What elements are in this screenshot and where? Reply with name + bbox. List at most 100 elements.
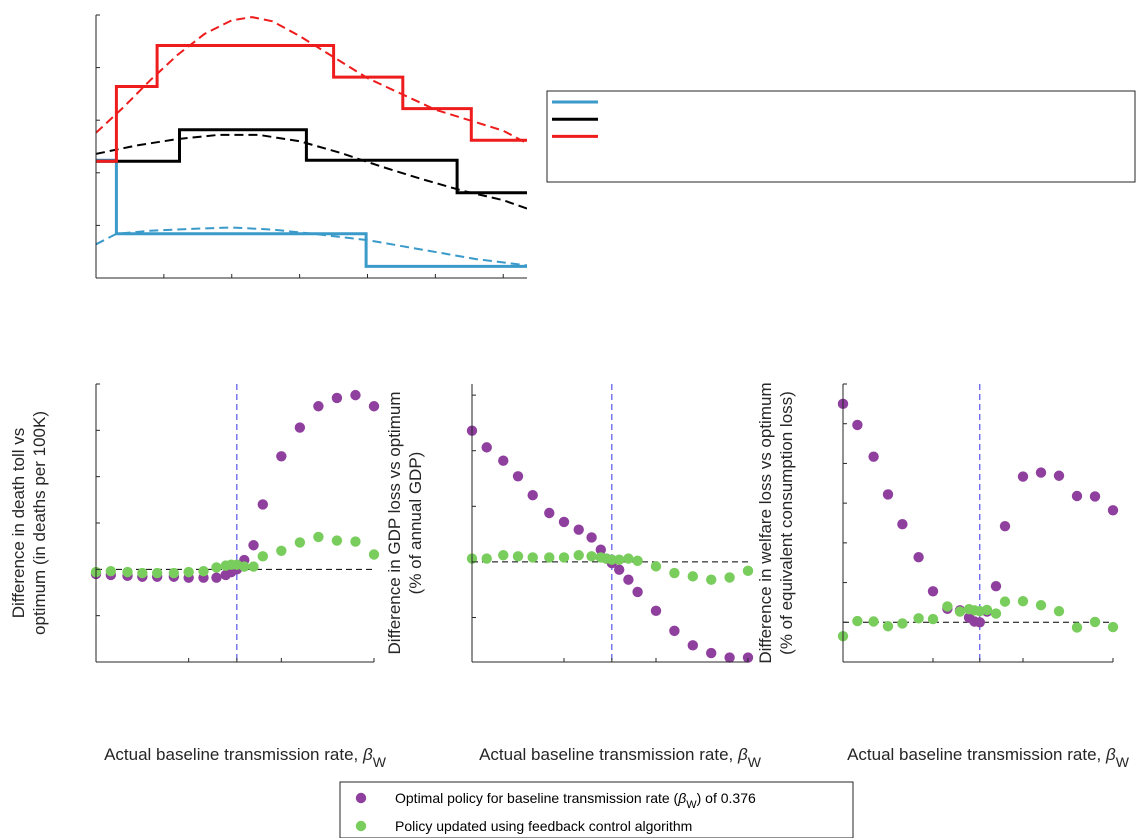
panel-c-point-series-1 xyxy=(558,552,570,563)
panel-b-point-series-1 xyxy=(313,531,324,543)
panel-d-point-series-0 xyxy=(1017,471,1029,482)
y-axis-label-line: (% of annual GDP) xyxy=(406,452,425,595)
panel-b-point-series-1 xyxy=(257,551,268,562)
panel-b-point-series-1 xyxy=(331,535,343,546)
panel-d-point-series-1 xyxy=(1035,600,1047,611)
panel-d-point-series-0 xyxy=(927,586,939,597)
panel-a xyxy=(95,14,527,279)
panel-b-point-series-1 xyxy=(248,561,259,572)
panel-d-point-series-0 xyxy=(897,518,908,530)
y-axis-label-line: Difference in death toll vs xyxy=(9,428,28,619)
panel-b-point-series-1 xyxy=(122,566,133,578)
panel-d-point-series-1 xyxy=(1017,596,1029,607)
beta-symbol: β xyxy=(677,790,686,806)
panel-c-point-series-1 xyxy=(687,571,698,582)
y-axis-label-line: (% of equivalent consumption loss) xyxy=(777,391,796,655)
bottom-legend-entry-0: Optimal policy for baseline transmission… xyxy=(395,790,756,811)
panel-c-point-series-1 xyxy=(632,555,643,567)
bottom-legend-marker-0 xyxy=(355,792,367,804)
panel-d-point-series-0 xyxy=(1107,505,1119,516)
y-axis-label-line: Difference in welfare loss vs optimum xyxy=(756,382,775,663)
panel-d-point-series-0 xyxy=(1071,490,1083,502)
panel-c-point-series-0 xyxy=(527,490,538,501)
bottom-legend-suffix: ) of 0.376 xyxy=(697,790,756,806)
panel-d-point-series-0 xyxy=(1053,470,1065,481)
panel-d-point-series-0 xyxy=(999,520,1011,532)
panel-d-point-series-0 xyxy=(852,419,863,431)
panel-c: Difference in GDP loss vs optimum (% of a… xyxy=(385,384,762,770)
panel-c-point-series-1 xyxy=(650,561,662,572)
beta-subscript: W xyxy=(686,799,697,811)
panel-d-point-series-1 xyxy=(913,613,924,624)
panel-c-point-series-0 xyxy=(614,564,625,575)
panel-d-point-series-1 xyxy=(981,604,993,616)
panel-c-point-series-0 xyxy=(558,516,570,528)
panel-d: Difference in welfare loss vs optimum (% … xyxy=(756,382,1130,770)
panel-d-point-series-1 xyxy=(1053,605,1065,617)
bottom-legend-text: Optimal policy for baseline transmission… xyxy=(395,790,679,806)
panel-c-point-series-0 xyxy=(595,544,606,555)
bottom-legend-box xyxy=(339,781,854,838)
panel-c-point-series-1 xyxy=(512,551,524,562)
panel-b-point-series-1 xyxy=(368,549,380,560)
panel-b: Difference in death toll vs optimum (in d… xyxy=(9,383,387,770)
panel-c-point-series-1 xyxy=(481,553,492,564)
panel-d-point-series-0 xyxy=(868,451,879,462)
panel-c-point-series-1 xyxy=(669,567,680,579)
panel-b-point-series-0 xyxy=(294,422,306,433)
panel-c-point-series-0 xyxy=(481,442,492,453)
panel-d-point-series-0 xyxy=(1035,467,1047,478)
panel-d-point-series-0 xyxy=(990,580,1002,592)
panel-c-y-axis-label: Difference in GDP loss vs optimum (% of a… xyxy=(385,392,425,655)
panel-c-point-series-0 xyxy=(632,586,643,598)
panel-b-point-series-0 xyxy=(276,451,287,462)
beta-symbol: β xyxy=(362,745,373,764)
panel-a-series-3-line xyxy=(96,133,527,210)
panel-b-point-series-0 xyxy=(313,401,324,412)
panel-c-point-series-1 xyxy=(742,565,754,577)
beta-subscript: W xyxy=(748,754,762,770)
panel-a-series-1-line xyxy=(96,226,527,267)
panel-b-point-series-1 xyxy=(294,537,306,548)
panel-b-point-series-1 xyxy=(276,545,287,556)
panel-c-point-series-0 xyxy=(742,652,754,663)
panel-a-series-2-line xyxy=(96,128,527,195)
panel-b-point-series-0 xyxy=(331,392,343,404)
panel-c-x-axis-label: Actual baseline transmission rate, βW xyxy=(479,745,762,770)
panel-d-point-series-1 xyxy=(990,608,1002,619)
x-axis-label-text: Actual baseline transmission rate, xyxy=(104,745,363,764)
beta-subscript: W xyxy=(1116,754,1130,770)
panel-c-point-series-1 xyxy=(706,574,717,585)
panel-c-point-series-0 xyxy=(706,647,717,659)
panel-c-point-series-1 xyxy=(544,552,555,563)
panel-a-legend-box xyxy=(546,90,1136,183)
panel-d-point-series-1 xyxy=(942,601,953,612)
x-axis-label-text: Actual baseline transmission rate, xyxy=(479,745,738,764)
panel-b-point-series-1 xyxy=(211,562,222,573)
beta-symbol: β xyxy=(737,745,748,764)
panel-d-point-series-0 xyxy=(974,617,985,628)
panel-b-point-series-1 xyxy=(198,565,209,577)
panel-d-y-axis-label: Difference in welfare loss vs optimum (% … xyxy=(756,382,796,663)
panel-a-series-4-line xyxy=(96,44,527,163)
panel-b-point-series-1 xyxy=(137,567,148,579)
panel-d-point-series-1 xyxy=(897,618,908,629)
panel-c-point-series-0 xyxy=(573,524,584,535)
panel-d-x-axis-label: Actual baseline transmission rate, βW xyxy=(847,745,1130,770)
panel-d-point-series-1 xyxy=(999,596,1011,607)
panel-c-point-series-0 xyxy=(623,574,634,585)
bottom-legend-text: Policy updated using feedback control al… xyxy=(395,818,692,834)
panel-a-series-5-line xyxy=(96,16,527,145)
bottom-legend: Optimal policy for baseline transmission… xyxy=(339,781,854,838)
panel-c-point-series-1 xyxy=(623,553,634,564)
y-axis-label-line: optimum (in deaths per 100K) xyxy=(30,411,49,635)
panel-c-point-series-0 xyxy=(544,507,555,519)
panel-c-point-series-1 xyxy=(614,554,625,565)
panel-c-point-series-0 xyxy=(586,532,597,543)
panel-b-point-series-1 xyxy=(350,536,361,547)
panel-d-point-series-0 xyxy=(1089,491,1101,502)
y-axis-label-line: Difference in GDP loss vs optimum xyxy=(385,392,404,655)
panel-c-point-series-0 xyxy=(512,471,524,482)
panel-c-point-series-1 xyxy=(586,551,597,562)
